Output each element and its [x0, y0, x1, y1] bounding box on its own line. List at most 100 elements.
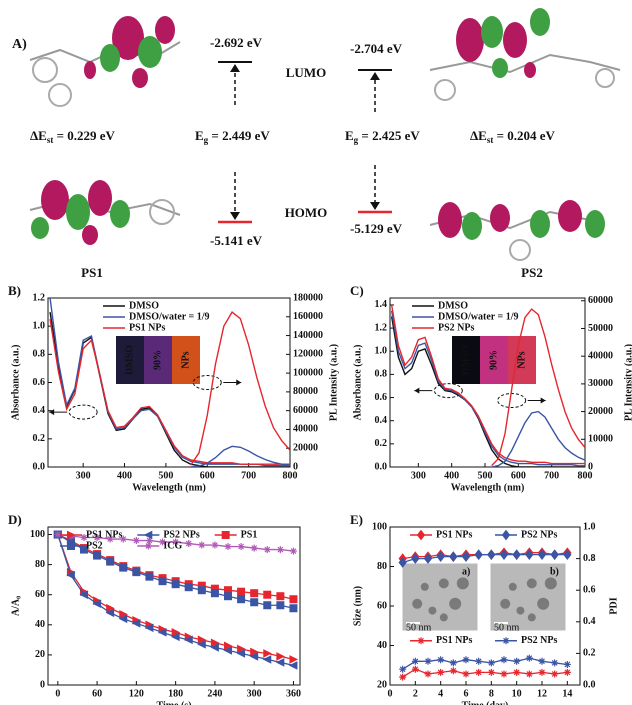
x-tick-label: 12 [537, 688, 547, 699]
marker [250, 647, 259, 657]
x-tick-label: 0 [55, 688, 60, 699]
marker [67, 530, 76, 540]
marker [289, 655, 299, 664]
marker [184, 635, 193, 645]
x-tick-label: 800 [283, 470, 298, 481]
marker [210, 589, 219, 598]
marker [158, 577, 167, 586]
tem-particle [438, 578, 449, 589]
marker [132, 537, 140, 545]
marker [171, 632, 180, 642]
legend-label: DMSO/water = 1/9 [129, 311, 210, 322]
y2-tick-label: 0.4 [583, 616, 596, 627]
x-tick-label: 2 [413, 688, 418, 699]
marker [289, 547, 297, 555]
y-tick-label: 80 [377, 561, 387, 572]
marker [185, 540, 193, 548]
symbol: ΔE [30, 128, 47, 143]
subscript: st [47, 135, 54, 145]
marker [67, 542, 75, 550]
inset-photo [116, 336, 144, 384]
marker [563, 549, 572, 560]
value: = 0.204 eV [493, 128, 555, 143]
homo-label: HOMO [285, 205, 328, 220]
homo-energy: -5.129 eV [350, 221, 403, 236]
legend-label: PS1 NPs [436, 635, 473, 646]
y2-tick-label: 0.2 [583, 648, 596, 659]
marker [449, 551, 458, 562]
marker [211, 541, 219, 549]
marker [449, 659, 457, 667]
marker [276, 546, 284, 554]
marker [399, 665, 407, 673]
molecule-ps2-lumo [429, 8, 621, 101]
marker [563, 660, 571, 668]
marker [461, 551, 471, 562]
marker [289, 604, 298, 613]
marker [487, 659, 495, 667]
series-line [190, 445, 290, 467]
panel-label: E) [350, 512, 363, 527]
tem-particle [428, 606, 437, 615]
plot-frame [389, 297, 586, 468]
y2-tick-label: 180000 [293, 292, 323, 303]
marker [80, 545, 88, 554]
legend-label: DMSO [438, 300, 468, 311]
marker [237, 587, 246, 596]
marker [551, 670, 559, 678]
y2-tick-label: 20000 [588, 406, 613, 417]
inset-photo [452, 336, 480, 384]
legend-label: PS1 NPs [86, 529, 123, 540]
y2-tick-label: 0.8 [583, 553, 596, 564]
y2-tick-label: 80000 [293, 386, 318, 397]
series-line [491, 308, 585, 467]
lumo-label: LUMO [286, 65, 326, 80]
x-tick-label: 14 [562, 688, 572, 699]
subscript: st [487, 135, 494, 145]
legend-label: PS1 NPs [436, 529, 473, 540]
energy-gap: Eg = 2.425 eV [345, 128, 420, 145]
marker [525, 549, 534, 560]
value: = 2.449 eV [208, 128, 270, 143]
marker [145, 572, 154, 581]
y-tick-label: 0.2 [33, 433, 46, 444]
marker [197, 640, 206, 649]
marker [538, 668, 546, 676]
inset-label: DMSO [460, 345, 471, 375]
marker [224, 592, 232, 601]
y-tick-label: 80 [35, 559, 45, 570]
inset-photo [144, 336, 172, 384]
y-tick-label: 0 [40, 679, 45, 690]
marker [563, 668, 571, 676]
marker [487, 668, 495, 676]
x-tick-label: 700 [241, 470, 256, 481]
legend-label: PS2 NPs [521, 529, 558, 540]
tem-particle [439, 613, 448, 622]
marker [250, 589, 259, 598]
marker [144, 542, 152, 550]
inset-label: a) [462, 566, 470, 577]
annotation-arrowhead [540, 397, 546, 404]
y-tick-label: 20 [377, 679, 387, 690]
x-tick-label: 300 [411, 470, 426, 481]
marker [93, 534, 101, 542]
inset-label: NPs [516, 351, 527, 368]
marker [237, 543, 245, 551]
marker [288, 661, 298, 670]
y-tick-label: 100 [372, 521, 387, 532]
x-tick-label: 800 [578, 470, 593, 481]
lumo-energy: -2.704 eV [350, 41, 403, 56]
x-tick-label: 700 [544, 470, 559, 481]
y-axis-title: A/A₀ [10, 596, 21, 616]
tem-particle [456, 577, 469, 590]
y2-tick-label: 30000 [588, 378, 613, 389]
marker [500, 670, 508, 678]
marker [171, 628, 181, 637]
marker [249, 652, 259, 661]
inset-photo [172, 336, 200, 384]
tem-particle [544, 577, 557, 590]
marker [119, 563, 128, 572]
marker [462, 656, 470, 664]
marker [538, 657, 546, 665]
